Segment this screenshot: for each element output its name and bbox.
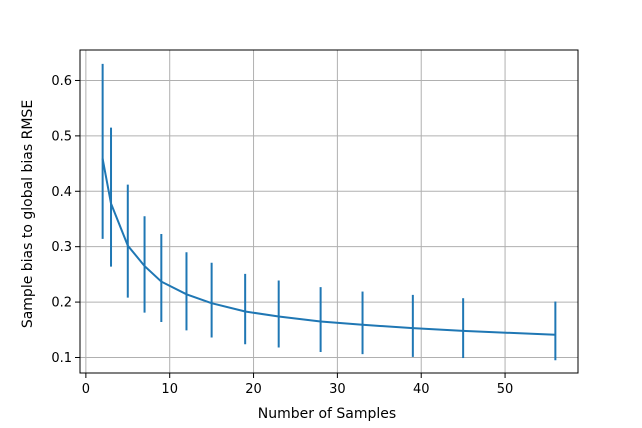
y-tick-label: 0.1 bbox=[51, 351, 72, 366]
x-axis-ticks: 0 10 20 30 40 50 bbox=[82, 373, 514, 397]
y-axis-label: Sample bias to global bias RMSE bbox=[20, 100, 36, 328]
x-tick-label: 0 bbox=[82, 382, 90, 397]
x-tick-label: 40 bbox=[413, 382, 430, 397]
y-tick-label: 0.3 bbox=[51, 240, 72, 255]
y-tick-label: 0.2 bbox=[51, 296, 72, 311]
grid-lines bbox=[80, 50, 578, 373]
y-axis-ticks: 0.1 0.2 0.3 0.4 0.5 0.6 bbox=[51, 74, 80, 366]
y-tick-label: 0.5 bbox=[51, 129, 72, 144]
x-tick-label: 20 bbox=[245, 382, 262, 397]
x-tick-label: 10 bbox=[161, 382, 178, 397]
series-line bbox=[101, 158, 556, 336]
y-tick-label: 0.6 bbox=[51, 74, 72, 89]
plot-frame bbox=[79, 49, 579, 374]
x-tick-label: 30 bbox=[329, 382, 346, 397]
x-axis-label: Number of Samples bbox=[258, 406, 396, 422]
x-tick-label: 50 bbox=[497, 382, 514, 397]
y-tick-label: 0.4 bbox=[51, 185, 72, 200]
error-bars bbox=[101, 63, 557, 361]
